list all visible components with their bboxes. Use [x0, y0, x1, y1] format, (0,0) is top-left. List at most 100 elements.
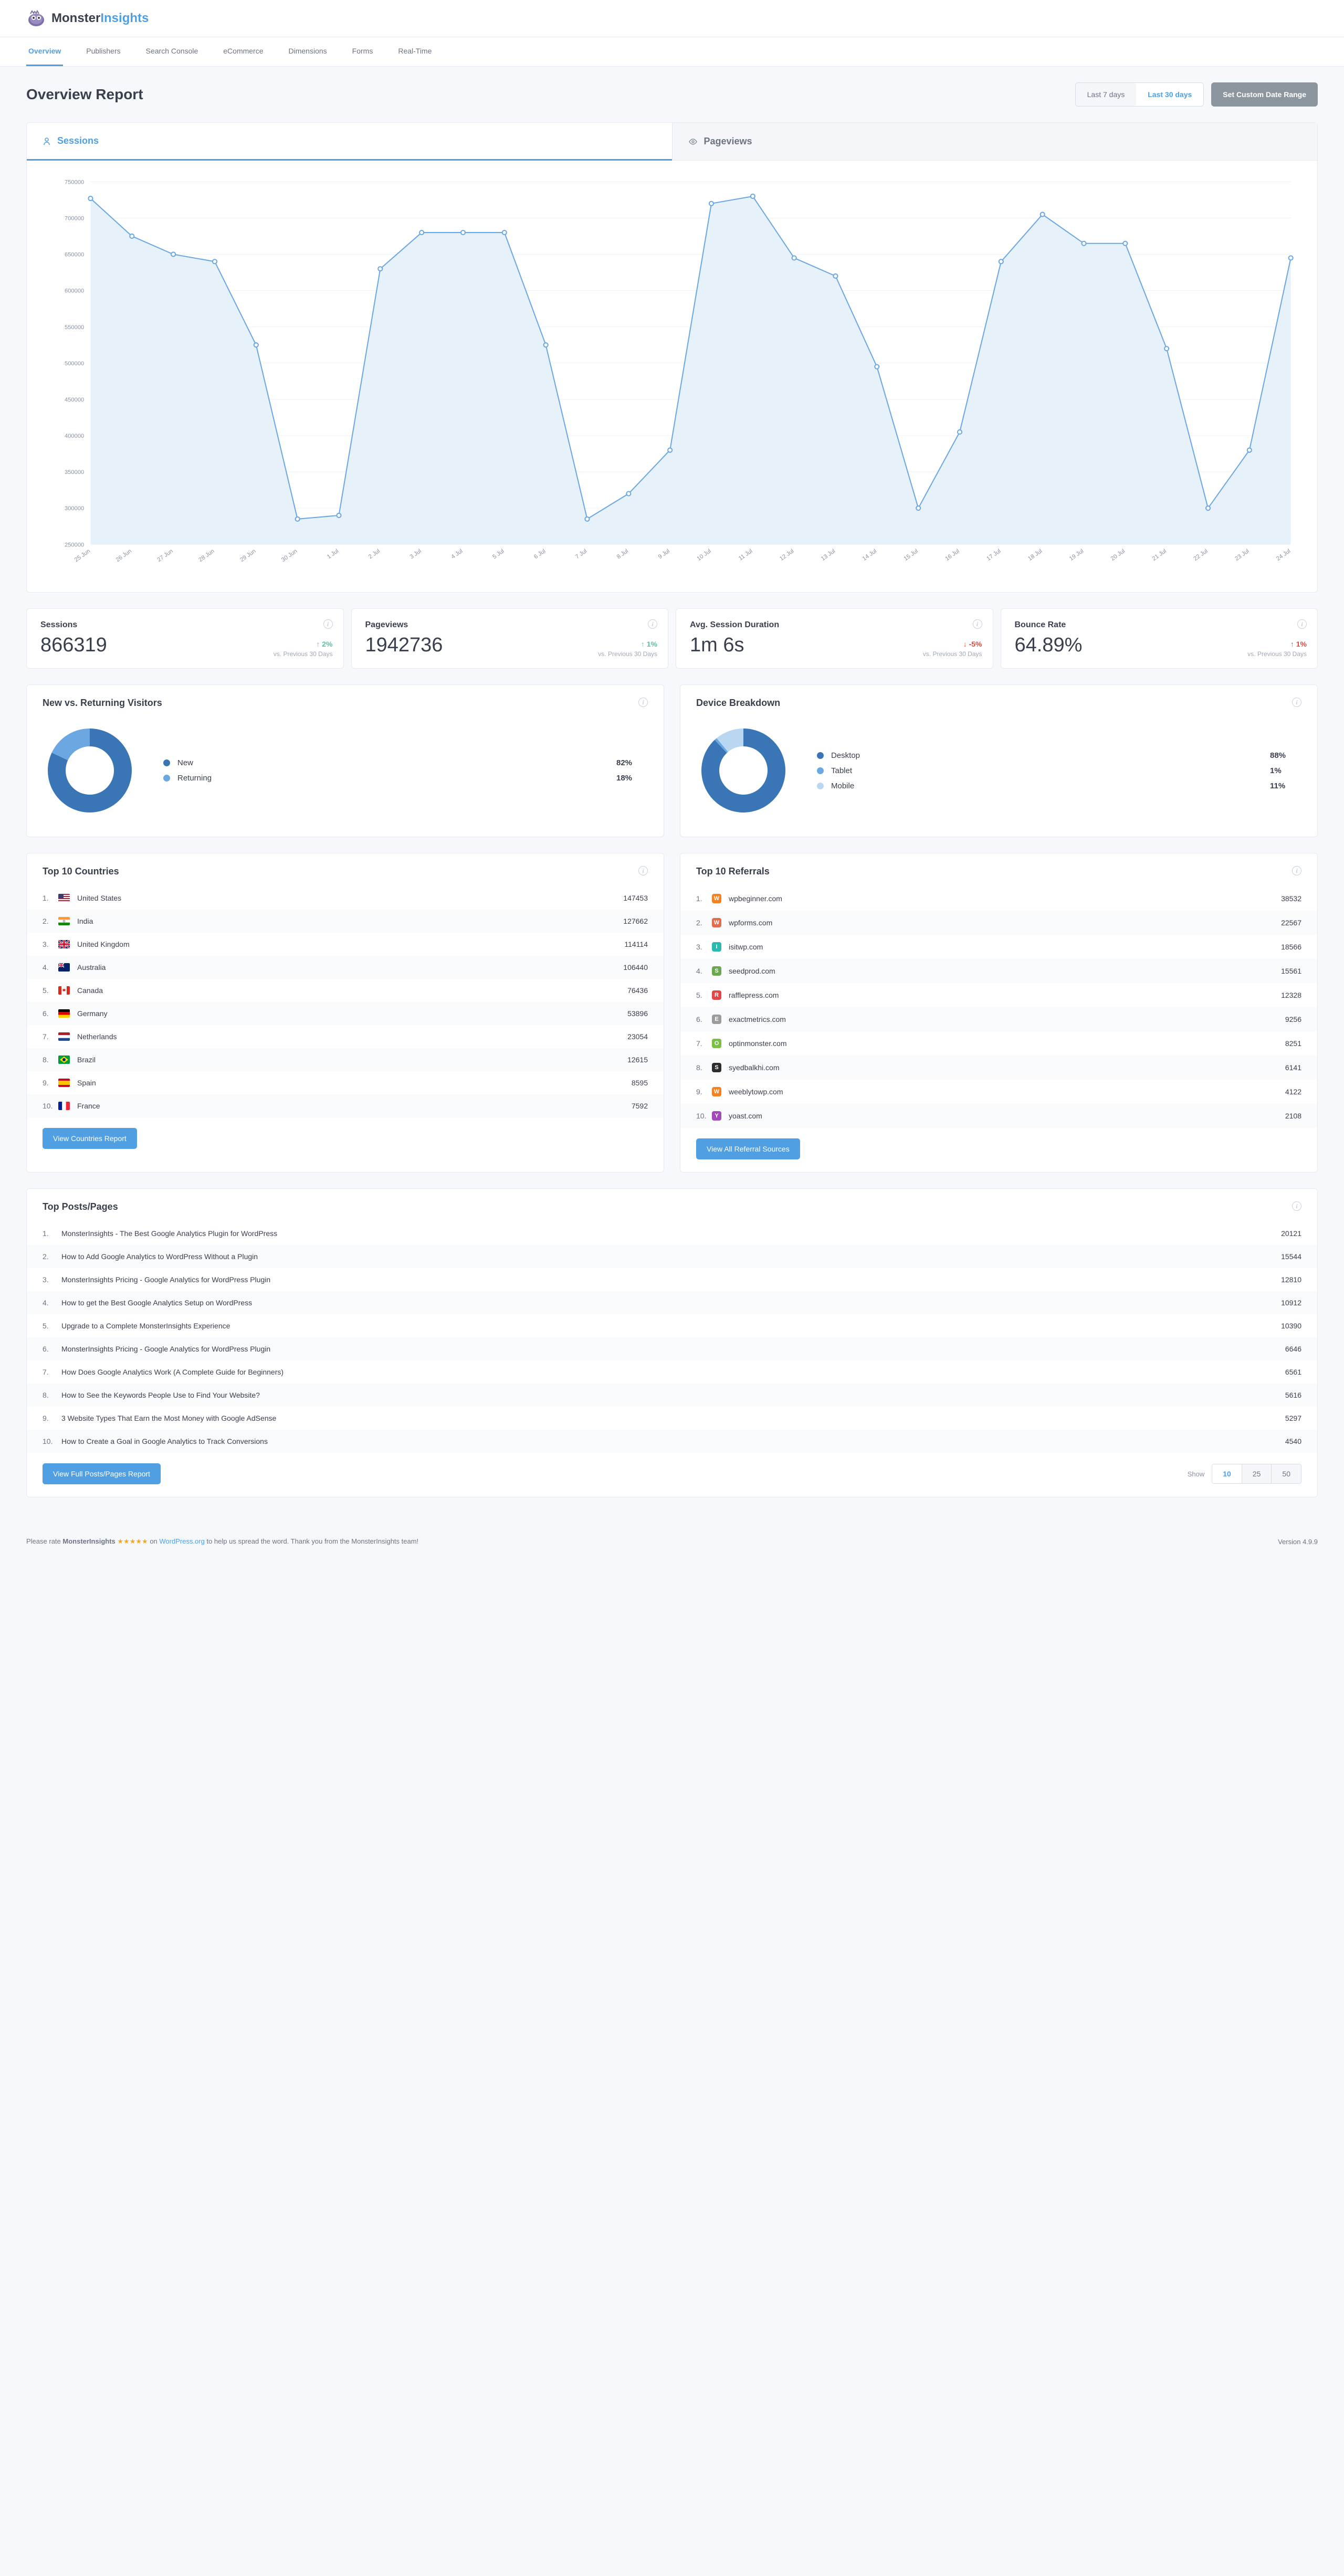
legend-label: Returning [177, 774, 609, 783]
info-icon[interactable]: i [638, 698, 648, 707]
country-name: India [77, 917, 623, 925]
pager-10[interactable]: 10 [1212, 1464, 1242, 1483]
svg-text:250000: 250000 [65, 542, 84, 548]
svg-text:2 Jul: 2 Jul [368, 548, 381, 560]
svg-text:8 Jul: 8 Jul [616, 548, 629, 560]
post-title: MonsterInsights Pricing - Google Analyti… [61, 1345, 1285, 1353]
info-icon[interactable]: i [1292, 866, 1301, 875]
stat-card-sessions: Sessions 866319 i ↑ 2% vs. Previous 30 D… [26, 608, 344, 669]
svg-text:27 Jun: 27 Jun [156, 548, 174, 563]
referral-value: 6141 [1285, 1063, 1301, 1072]
custom-date-button[interactable]: Set Custom Date Range [1211, 82, 1318, 107]
stat-delta: ↑ 2% [316, 640, 332, 648]
svg-text:17 Jul: 17 Jul [985, 548, 1002, 562]
post-row: 5. Upgrade to a Complete MonsterInsights… [27, 1314, 1317, 1337]
view-posts-button[interactable]: View Full Posts/Pages Report [43, 1463, 161, 1484]
svg-text:9 Jul: 9 Jul [657, 548, 671, 560]
country-row: 7. Netherlands 23054 [27, 1025, 664, 1048]
svg-text:3 Jul: 3 Jul [409, 548, 423, 560]
user-icon [43, 137, 51, 145]
date-range-last-30-days[interactable]: Last 30 days [1136, 83, 1203, 106]
view-referrals-button[interactable]: View All Referral Sources [696, 1138, 800, 1159]
date-range-segment: Last 7 daysLast 30 days [1075, 82, 1204, 107]
svg-text:5 Jul: 5 Jul [491, 548, 505, 560]
tab-dimensions[interactable]: Dimensions [287, 37, 329, 66]
referral-row: 3. I isitwp.com 18566 [680, 935, 1317, 959]
stat-prev: vs. Previous 30 Days [1247, 650, 1307, 658]
donut-chart [43, 723, 137, 818]
pager-25[interactable]: 25 [1242, 1464, 1272, 1483]
svg-text:6 Jul: 6 Jul [533, 548, 547, 560]
wordpress-link[interactable]: WordPress.org [159, 1537, 204, 1545]
legend-value: 88% [1270, 751, 1301, 760]
post-value: 6561 [1285, 1368, 1301, 1376]
legend-label: Tablet [831, 766, 1263, 775]
stat-delta: ↑ 1% [641, 640, 657, 648]
referral-row: 5. R rafflepress.com 12328 [680, 983, 1317, 1007]
chart-tab-pageviews[interactable]: Pageviews [672, 123, 1318, 161]
country-name: France [77, 1102, 632, 1110]
referral-value: 18566 [1281, 943, 1301, 951]
legend-row: Mobile 11% [817, 778, 1301, 794]
donut-chart [696, 723, 791, 818]
referral-domain: rafflepress.com [729, 991, 1281, 999]
country-row: 6. Germany 53896 [27, 1002, 664, 1025]
referral-row: 4. S seedprod.com 15561 [680, 959, 1317, 983]
legend-row: Returning 18% [163, 770, 648, 786]
post-row: 1. MonsterInsights - The Best Google Ana… [27, 1222, 1317, 1245]
svg-text:11 Jul: 11 Jul [738, 548, 754, 562]
tab-search-console[interactable]: Search Console [144, 37, 201, 66]
stat-card-bounce-rate: Bounce Rate 64.89% i ↑ 1% vs. Previous 3… [1001, 608, 1318, 669]
svg-text:750000: 750000 [65, 179, 84, 185]
svg-text:30 Jun: 30 Jun [280, 548, 298, 563]
country-name: Australia [77, 963, 623, 972]
svg-text:15 Jul: 15 Jul [903, 548, 919, 562]
page-title: Overview Report [26, 86, 143, 103]
legend-label: Mobile [831, 782, 1263, 790]
info-icon[interactable]: i [1297, 619, 1307, 629]
stat-card-pageviews: Pageviews 1942736 i ↑ 1% vs. Previous 30… [351, 608, 669, 669]
svg-text:23 Jul: 23 Jul [1234, 548, 1250, 562]
flag-icon-br [58, 1055, 70, 1064]
referral-row: 2. W wpforms.com 22567 [680, 911, 1317, 935]
stat-card-avg-session-duration: Avg. Session Duration 1m 6s i ↓ -5% vs. … [676, 608, 993, 669]
favicon-icon: O [712, 1039, 721, 1048]
info-icon[interactable]: i [1292, 698, 1301, 707]
svg-text:13 Jul: 13 Jul [820, 548, 836, 562]
post-value: 10912 [1281, 1298, 1301, 1307]
version-text: Version 4.9.9 [1278, 1538, 1318, 1546]
country-name: United States [77, 894, 623, 902]
legend-value: 82% [616, 758, 648, 767]
date-range-last-7-days[interactable]: Last 7 days [1076, 83, 1137, 106]
post-value: 15544 [1281, 1252, 1301, 1261]
tab-real-time[interactable]: Real-Time [396, 37, 434, 66]
info-icon[interactable]: i [1292, 1201, 1301, 1211]
view-countries-button[interactable]: View Countries Report [43, 1128, 137, 1149]
flag-icon-es [58, 1079, 70, 1087]
info-icon[interactable]: i [638, 866, 648, 875]
referral-value: 2108 [1285, 1112, 1301, 1120]
svg-text:600000: 600000 [65, 288, 84, 294]
pager-50[interactable]: 50 [1271, 1464, 1301, 1483]
flag-icon-fr [58, 1102, 70, 1110]
tab-publishers[interactable]: Publishers [84, 37, 122, 66]
favicon-icon: W [712, 894, 721, 903]
post-title: How to Create a Goal in Google Analytics… [61, 1437, 1285, 1445]
sessions-chart-card: Sessions Pageviews 250000300000350000400… [26, 122, 1318, 593]
post-title: MonsterInsights Pricing - Google Analyti… [61, 1275, 1281, 1284]
nav-tabs: Overview Publishers Search Console eCommerc… [0, 37, 1344, 67]
tab-ecommerce[interactable]: eCommerce [221, 37, 265, 66]
info-icon[interactable]: i [973, 619, 982, 629]
post-row: 8. How to See the Keywords People Use to… [27, 1384, 1317, 1407]
post-row: 7. How Does Google Analytics Work (A Com… [27, 1360, 1317, 1384]
tab-forms[interactable]: Forms [350, 37, 375, 66]
pager: Show 102550 [1188, 1464, 1301, 1484]
tab-overview[interactable]: Overview [26, 37, 63, 66]
country-row: 1. United States 147453 [27, 886, 664, 910]
info-icon[interactable]: i [323, 619, 333, 629]
country-value: 76436 [627, 986, 648, 995]
info-icon[interactable]: i [648, 619, 657, 629]
post-value: 10390 [1281, 1322, 1301, 1330]
chart-tab-sessions[interactable]: Sessions [27, 123, 672, 161]
legend-label: Desktop [831, 751, 1263, 760]
